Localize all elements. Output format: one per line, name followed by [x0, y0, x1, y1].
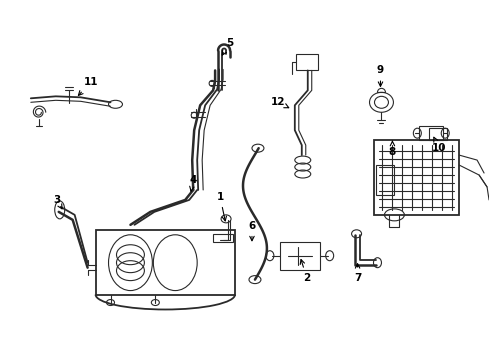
Bar: [374, 140, 459, 215]
Text: 5: 5: [222, 37, 234, 55]
Text: 4: 4: [190, 175, 197, 191]
Text: 12: 12: [270, 97, 289, 108]
Text: 7: 7: [354, 264, 361, 283]
Text: 6: 6: [248, 221, 256, 241]
Text: 1: 1: [217, 192, 226, 221]
Bar: [429, 128, 447, 140]
Bar: [419, 126, 443, 140]
Bar: [213, 234, 233, 242]
Text: 11: 11: [78, 77, 98, 95]
Bar: [96, 230, 235, 294]
Bar: [296, 54, 318, 71]
Bar: [280, 242, 319, 270]
Text: 2: 2: [300, 260, 310, 283]
Text: 3: 3: [53, 195, 62, 209]
Text: 10: 10: [432, 137, 446, 153]
Text: 9: 9: [377, 66, 384, 86]
Bar: [376, 165, 394, 195]
Text: 8: 8: [389, 141, 396, 157]
